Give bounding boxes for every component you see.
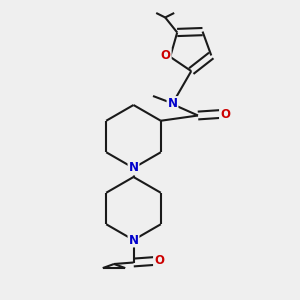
Text: O: O	[161, 49, 171, 62]
Text: N: N	[128, 233, 139, 247]
Text: N: N	[167, 97, 178, 110]
Text: N: N	[128, 161, 139, 175]
Text: O: O	[154, 254, 164, 268]
Text: O: O	[220, 107, 230, 121]
